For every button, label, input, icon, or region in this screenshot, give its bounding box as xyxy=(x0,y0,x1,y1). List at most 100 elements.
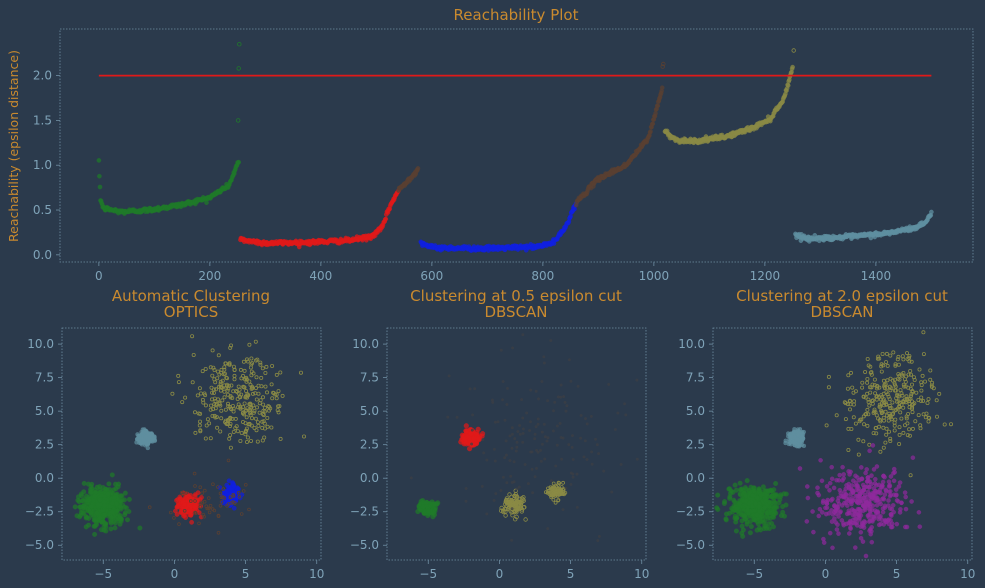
reachability-point xyxy=(236,159,242,165)
dbscan05-point xyxy=(499,488,503,493)
dbscan20-point xyxy=(835,507,840,512)
dbscan05-point xyxy=(597,534,601,538)
dbscan20-point xyxy=(737,480,743,486)
dbscan05-point xyxy=(473,387,477,391)
dbscan20-point xyxy=(827,487,832,493)
dbscan05-point xyxy=(538,448,543,452)
dbscan20-point xyxy=(846,531,852,536)
optics-point xyxy=(109,515,115,521)
dbscan05-point xyxy=(540,430,544,434)
dbscan20-point xyxy=(748,484,754,490)
dbscan20-point xyxy=(839,503,845,508)
dbscan05-point xyxy=(471,413,475,417)
dbscan05-point xyxy=(624,413,628,417)
dbscan20-point xyxy=(799,434,805,440)
dbscan20-point xyxy=(751,488,757,494)
optics-xtick-label: −5 xyxy=(94,567,112,581)
dbscan05-point xyxy=(567,443,571,447)
dbscan20-point xyxy=(881,496,887,502)
reachability-points xyxy=(96,42,934,253)
optics-ytick-label: 2.5 xyxy=(35,438,54,452)
reachability-point xyxy=(97,173,102,179)
dbscan05-point xyxy=(635,457,639,461)
optics-point xyxy=(122,490,128,496)
dbscan05-point xyxy=(569,482,573,486)
optics-point xyxy=(83,493,90,499)
dbscan20-point xyxy=(852,545,858,550)
dbscan05-point xyxy=(528,420,533,424)
dbscan05-point xyxy=(542,355,546,359)
dbscan05-point xyxy=(518,423,522,428)
reachability-ytick-label: 1.5 xyxy=(33,113,52,127)
dbscan20-point xyxy=(723,517,729,523)
dbscan20-point xyxy=(860,482,866,488)
dbscan05-point xyxy=(480,484,484,488)
optics-ytick-label: 10.0 xyxy=(27,337,54,351)
dbscan05-point xyxy=(593,437,598,441)
dbscan05-point xyxy=(468,387,472,391)
optics-point xyxy=(134,436,140,442)
dbscan20-point xyxy=(763,523,769,529)
dbscan05-point xyxy=(521,431,525,435)
dbscan05-point xyxy=(496,420,500,424)
dbscan05-point xyxy=(569,471,573,475)
dbscan05-point xyxy=(504,439,508,443)
optics-ytick-label: −5.0 xyxy=(25,538,54,552)
dbscan20-point xyxy=(887,482,892,488)
reachability-ytick-label: 1.0 xyxy=(33,158,52,172)
dbscan20-point xyxy=(744,507,750,513)
optics-point xyxy=(228,486,234,492)
dbscan20-point xyxy=(829,476,835,482)
optics-point xyxy=(92,531,98,537)
dbscan20-point xyxy=(888,474,894,479)
dbscan20-point xyxy=(841,472,847,477)
dbscan05-point xyxy=(559,383,563,387)
reachability-point xyxy=(655,103,661,109)
dbscan20-point xyxy=(732,482,738,488)
dbscan05-point xyxy=(510,432,514,436)
dbscan05-point xyxy=(492,498,496,502)
dbscan05-point xyxy=(505,481,509,485)
dbscan05-point xyxy=(534,389,538,393)
dbscan20-point xyxy=(727,495,733,501)
dbscan20-point xyxy=(756,486,762,492)
dbscan20-point xyxy=(823,511,829,517)
dbscan05-point xyxy=(510,538,514,542)
dbscan05-point xyxy=(485,458,489,462)
dbscan05-point xyxy=(521,416,525,420)
dbscan20-point xyxy=(727,490,734,496)
optics-point xyxy=(109,500,115,506)
dbscan05-point xyxy=(529,388,533,392)
dbscan05-point xyxy=(521,440,525,444)
dbscan05-point xyxy=(582,455,586,459)
dbscan20-point xyxy=(861,522,866,528)
dbscan05-point xyxy=(559,395,563,399)
dbscan20-point xyxy=(820,498,826,504)
dbscan20-point xyxy=(882,505,888,511)
reachability-xtick-label: 600 xyxy=(420,269,443,283)
reachability-point xyxy=(97,184,103,190)
dbscan05-point xyxy=(516,429,520,434)
dbscan05-point xyxy=(526,482,530,486)
dbscan20-point xyxy=(916,509,922,515)
dbscan05-point xyxy=(549,338,553,343)
dbscan05-point xyxy=(549,479,553,483)
reachability-point xyxy=(648,129,653,134)
dbscan05-point xyxy=(597,452,601,456)
dbscan05-point xyxy=(565,404,569,408)
reachability-xtick-label: 200 xyxy=(198,269,221,283)
dbscan20-point xyxy=(770,514,776,520)
dbscan05-point xyxy=(570,445,574,449)
dbscan05-point xyxy=(533,475,537,479)
optics-point xyxy=(193,502,199,508)
dbscan05-point xyxy=(515,445,519,449)
dbscan20-point xyxy=(859,490,865,495)
dbscan05-point xyxy=(505,402,509,407)
optics-point xyxy=(81,480,87,486)
dbscan05-point xyxy=(551,429,555,433)
dbscan05-ytick-label: 10.0 xyxy=(352,337,379,351)
optics-point xyxy=(181,502,187,508)
optics-point xyxy=(109,472,115,478)
optics-point xyxy=(85,522,92,528)
dbscan05-point xyxy=(515,440,519,444)
